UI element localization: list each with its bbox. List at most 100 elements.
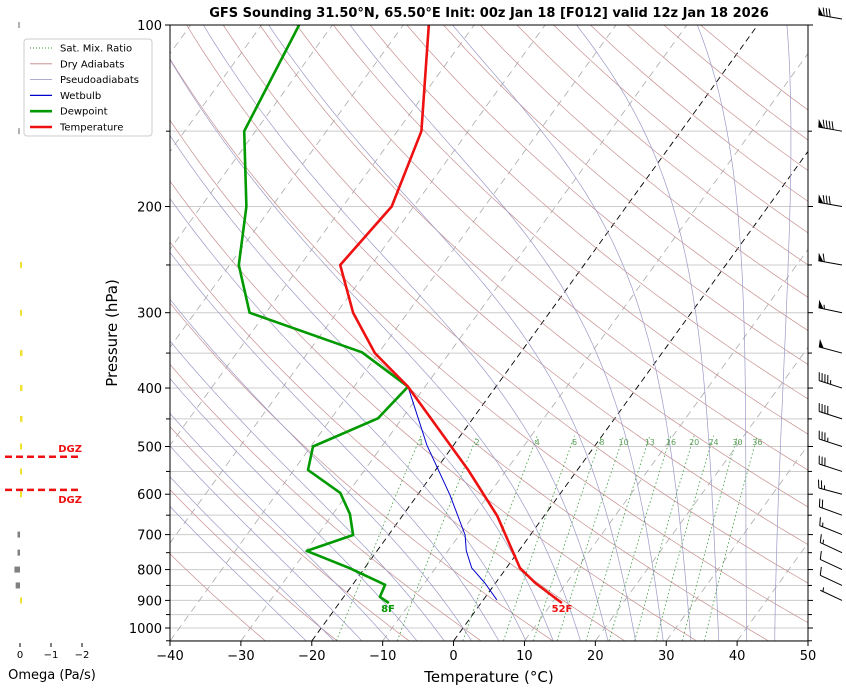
mixing-ratio-label: 2 — [475, 438, 480, 447]
barb-pennant — [818, 299, 824, 309]
x-tick-label: 0 — [449, 649, 457, 664]
pseudoadiabat — [170, 134, 554, 641]
barb-staff — [820, 589, 843, 601]
dry-adiabat — [516, 25, 808, 266]
plot-frame — [169, 24, 809, 642]
barb-full — [828, 196, 831, 205]
omega-axis-label: Omega (Pa/s) — [8, 668, 96, 683]
pseudoadiabat — [774, 25, 792, 641]
omega-bar — [20, 261, 22, 268]
highlighted-isotherm — [453, 150, 808, 641]
wind-barb — [818, 6, 843, 20]
barb-full — [828, 120, 831, 130]
pseudoadiabat — [349, 25, 664, 641]
dry-adiabat — [663, 25, 808, 141]
omega-bar — [15, 582, 20, 589]
barb-half — [822, 587, 825, 592]
dry-adiabat — [170, 302, 553, 641]
pseudoadiabat — [170, 251, 500, 641]
isotherm — [666, 444, 808, 641]
dry-adiabat — [170, 489, 338, 641]
mixing-ratio-line — [396, 435, 478, 641]
x-tick-label: 10 — [516, 649, 533, 664]
wind-barb — [818, 430, 843, 447]
mixing-ratio-label: 8 — [599, 438, 604, 447]
omega-panel: 0 −1 −2 DGZ DGZ — [5, 22, 89, 661]
omega-bar — [20, 309, 22, 316]
dry-adiabat — [406, 25, 808, 365]
y-tick-label: 400 — [137, 382, 162, 397]
wind-barb — [818, 299, 843, 314]
y-tick-label: 800 — [137, 564, 162, 579]
mixing-ratio-line — [704, 435, 758, 641]
dgz-label: DGZ — [58, 495, 82, 506]
barb-full — [825, 8, 828, 17]
surface-temperature-label: 52F — [552, 604, 573, 615]
dry-adiabat — [443, 25, 808, 331]
barb-staff — [818, 307, 843, 314]
legend-label: Dewpoint — [60, 107, 108, 118]
isotherm — [595, 346, 808, 641]
barb-pennant — [818, 6, 824, 16]
omega-bar — [20, 468, 22, 475]
barb-full — [819, 517, 821, 526]
dry-adiabat — [170, 119, 769, 641]
barb-pennant — [818, 118, 824, 128]
wind-barb — [818, 118, 843, 132]
wind-barb — [818, 372, 843, 389]
x-tick-label: 20 — [587, 649, 604, 664]
dry-adiabat — [333, 25, 808, 435]
barb-pennant — [818, 252, 824, 262]
x-tick-label: −20 — [298, 649, 325, 664]
barb-pennant — [818, 194, 824, 204]
mixing-ratio-label: 20 — [689, 438, 699, 447]
background-lines — [170, 25, 808, 641]
pseudoadiabat — [170, 298, 472, 641]
pseudoadiabat — [203, 25, 609, 641]
legend-label: Pseudoadiabats — [60, 75, 139, 86]
barb-full — [822, 7, 825, 16]
isotherm — [524, 248, 808, 641]
isotherm — [240, 25, 688, 641]
omega-x-tick-label: −2 — [75, 650, 90, 661]
x-tick-label: 30 — [658, 649, 675, 664]
omega-x-tick-label: −1 — [44, 650, 59, 661]
omega-bar — [14, 566, 20, 573]
wind-barb — [820, 587, 843, 601]
dry-adiabat — [170, 180, 697, 641]
isotherm — [170, 25, 546, 544]
dry-adiabat — [222, 25, 808, 546]
y-tick-label: 900 — [137, 594, 162, 609]
barb-full — [825, 195, 828, 204]
mixing-ratio-line — [585, 435, 651, 641]
omega-bar — [20, 350, 23, 357]
wind-barb — [818, 455, 843, 472]
wind-barb — [818, 338, 843, 354]
pseudoadiabat — [696, 25, 748, 641]
dgz-label: DGZ — [58, 444, 82, 455]
barb-staff — [819, 438, 843, 447]
barb-pennant — [818, 338, 824, 349]
omega-bar — [20, 491, 22, 498]
wind-barb — [818, 403, 843, 420]
axes: −40 −30 −20 −10 0 10 20 30 40 50 100 200 300 400 500 60… — [129, 19, 816, 664]
dry-adiabat — [700, 25, 808, 111]
y-tick-label: 600 — [137, 488, 162, 503]
mixing-ratio-label: 13 — [645, 438, 655, 447]
pseudoadiabat — [452, 25, 692, 641]
barb-full — [822, 119, 825, 129]
legend-label: Sat. Mix. Ratio — [60, 44, 132, 55]
wind-barb — [818, 498, 843, 516]
x-tick-label: 50 — [800, 649, 817, 664]
wind-barbs — [817, 6, 843, 601]
pseudoadiabat — [170, 505, 307, 641]
barb-staff — [819, 410, 843, 420]
x-tick-label: −30 — [227, 649, 254, 664]
mixing-ratio-label: 36 — [752, 438, 762, 447]
wind-barb — [819, 566, 843, 586]
legend-label: Wetbulb — [60, 91, 101, 102]
omega-bar — [17, 549, 20, 556]
omega-bar — [20, 443, 22, 450]
temperature-line — [338, 25, 563, 605]
